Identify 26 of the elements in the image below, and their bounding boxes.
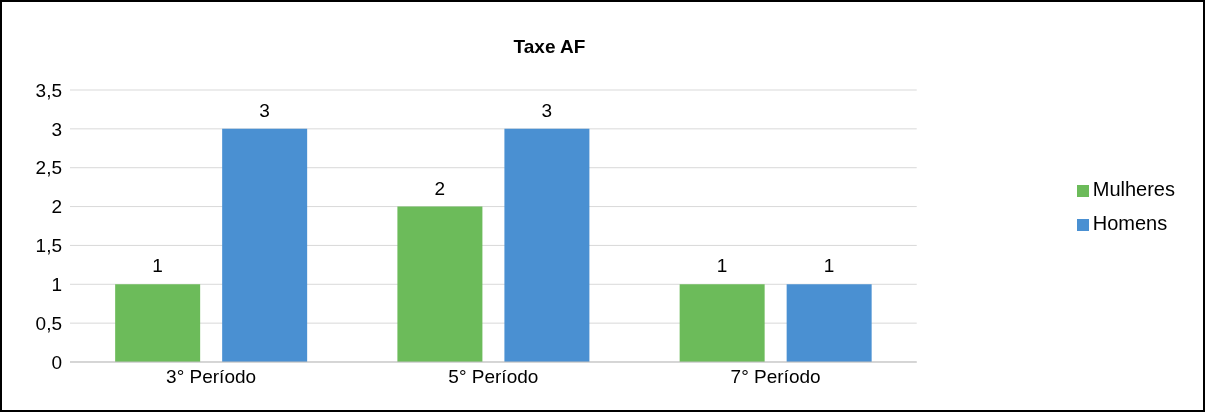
chart-title: Taxe AF (512, 36, 587, 58)
y-tick-label: 1,5 (35, 235, 62, 257)
y-tick-label: 0 (51, 351, 62, 373)
bar (504, 128, 590, 362)
data-label: 1 (716, 255, 728, 277)
y-tick-label: 2 (51, 196, 62, 218)
bar (679, 284, 765, 362)
x-tick-label: 7° Período (730, 366, 821, 388)
x-tick-label: 5° Período (448, 366, 539, 388)
bar (222, 128, 308, 362)
legend-label: Homens (1092, 212, 1168, 234)
data-label: 1 (823, 255, 835, 277)
y-tick-label: 1 (51, 274, 62, 296)
data-label: 3 (259, 99, 270, 121)
data-label: 3 (541, 99, 553, 121)
y-tick-label: 0,5 (35, 312, 62, 334)
legend-label: Mulheres (1092, 178, 1175, 200)
y-tick-label: 3 (51, 118, 62, 140)
y-tick-label: 2,5 (35, 157, 62, 179)
x-tick-label: 3° Período (166, 366, 257, 388)
bar (786, 284, 872, 362)
bar (115, 284, 201, 362)
data-label: 1 (152, 255, 163, 277)
bar (397, 206, 483, 362)
data-label: 2 (434, 177, 446, 199)
y-tick-label: 3,5 (35, 79, 62, 101)
